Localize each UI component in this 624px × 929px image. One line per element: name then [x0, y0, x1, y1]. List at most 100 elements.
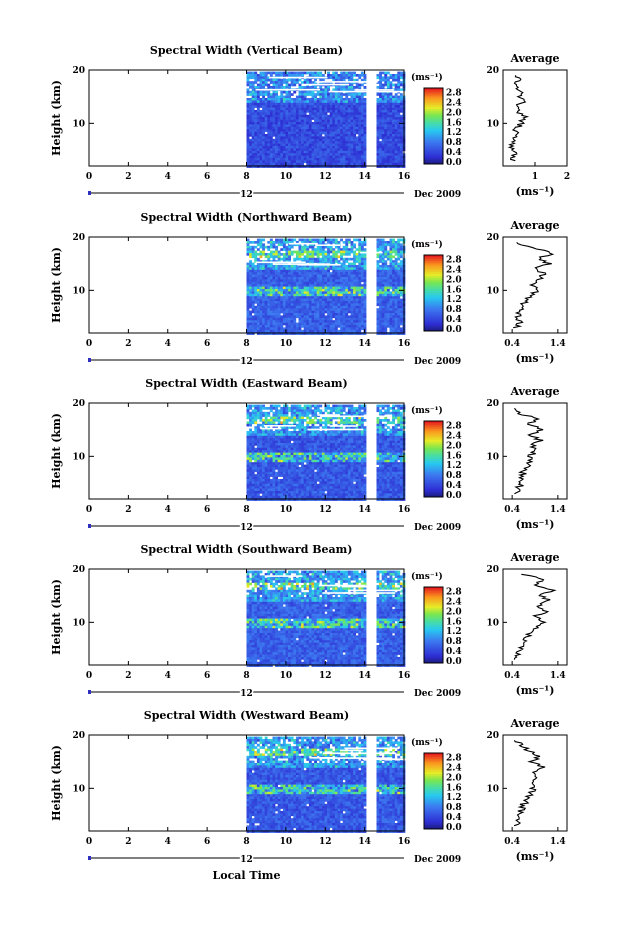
heatmap-cell	[285, 257, 289, 261]
heatmap-cell	[350, 243, 354, 247]
heatmap-cell	[399, 81, 403, 84]
heatmap-cell	[282, 100, 286, 104]
heatmap-cell	[376, 122, 380, 125]
heatmap-cell	[314, 269, 317, 273]
heatmap-cell	[269, 428, 273, 432]
heatmap-cell	[280, 143, 284, 147]
heatmap-cell	[379, 86, 382, 89]
heatmap-cell	[272, 267, 276, 271]
heatmap-cell	[324, 301, 328, 304]
heatmap-cell	[360, 110, 364, 113]
heatmap-cell	[262, 114, 265, 118]
heatmap-cell	[314, 100, 317, 104]
heatmap-cell	[262, 433, 265, 437]
heatmap-cell	[363, 124, 367, 128]
heatmap-cell	[246, 78, 250, 82]
heatmap-cell	[321, 255, 325, 259]
heatmap-cell	[282, 71, 286, 75]
heatmap-cell	[355, 325, 359, 328]
heatmap-cell	[355, 269, 359, 273]
heatmap-cell	[394, 158, 398, 161]
heatmap-cell	[314, 107, 317, 111]
heatmap-cell	[256, 162, 260, 166]
x-tick-label: 2	[125, 339, 131, 349]
heatmap-cell	[386, 165, 390, 168]
heatmap-cell	[324, 165, 328, 168]
heatmap-cell	[298, 98, 302, 101]
heatmap-cell	[332, 320, 336, 323]
heatmap-cell	[340, 248, 343, 251]
heatmap-cell	[249, 303, 252, 307]
heatmap-cell	[311, 325, 315, 328]
heatmap-cell	[337, 248, 341, 251]
heatmap-cell	[256, 129, 260, 132]
heatmap-cell	[397, 134, 401, 137]
heatmap-cell	[376, 81, 380, 84]
heatmap-cell	[399, 277, 403, 280]
heatmap-cell	[249, 329, 252, 333]
heatmap-cell	[384, 141, 388, 144]
heatmap-cell	[363, 107, 367, 111]
heatmap-cell	[340, 143, 343, 147]
heatmap-cell	[249, 443, 252, 446]
heatmap-cell	[288, 317, 291, 321]
heatmap-cell	[327, 305, 330, 309]
heatmap-cell	[262, 138, 265, 142]
heatmap-cell	[259, 486, 263, 489]
heatmap-cell	[386, 301, 390, 304]
heatmap-cell	[298, 322, 302, 326]
heatmap-cell	[306, 301, 310, 304]
heatmap-cell	[275, 110, 278, 113]
heatmap-cell	[308, 129, 312, 132]
heatmap-cell	[340, 86, 343, 89]
heatmap-cell	[275, 265, 278, 268]
heatmap-cell	[251, 457, 255, 461]
heatmap-cell	[308, 158, 312, 161]
heatmap-cell	[277, 493, 281, 497]
colorbar: 0.00.40.81.21.62.02.42.8	[423, 87, 462, 168]
heatmap-cell	[272, 471, 276, 475]
heatmap-cell	[342, 327, 346, 331]
heatmap-cell	[262, 112, 265, 116]
heatmap-cell	[264, 303, 268, 307]
heatmap-cell	[376, 153, 380, 156]
heatmap-cell	[308, 293, 312, 297]
heatmap-cell	[256, 443, 260, 446]
heatmap-cell	[303, 105, 307, 108]
heatmap-cell	[337, 119, 341, 123]
heatmap-cell	[288, 308, 291, 311]
heatmap-cell	[376, 291, 380, 295]
heatmap-cell	[280, 119, 284, 123]
heatmap-cell	[399, 148, 403, 152]
heatmap-cell	[246, 119, 250, 123]
heatmap-cell	[376, 289, 380, 292]
heatmap-cell	[267, 486, 271, 489]
heatmap-cell	[303, 286, 307, 290]
heatmap-cell	[376, 303, 380, 307]
heatmap-cell	[316, 241, 320, 244]
heatmap-cell	[376, 105, 380, 108]
heatmap-cell	[267, 329, 271, 333]
heatmap-cell	[324, 305, 328, 309]
heatmap-cell	[303, 148, 307, 152]
heatmap-cell	[342, 260, 346, 263]
heatmap-cell	[275, 443, 278, 446]
missing-data-streak	[269, 76, 328, 79]
heatmap-cell	[345, 277, 349, 280]
heatmap-cell	[264, 253, 268, 256]
heatmap-cell	[295, 112, 299, 116]
heatmap-cell	[316, 150, 320, 154]
heatmap-cell	[298, 90, 302, 94]
heatmap-cell	[275, 438, 278, 441]
heatmap-cell	[347, 301, 351, 304]
colorbar-step	[424, 321, 443, 324]
heatmap-cell	[267, 281, 271, 285]
heatmap-cell	[308, 131, 312, 135]
heatmap-cell	[288, 136, 291, 140]
heatmap-cell	[249, 310, 252, 314]
heatmap-cell	[256, 122, 260, 125]
heatmap-cell	[345, 119, 349, 123]
heatmap-cell	[280, 155, 284, 159]
heatmap-cell	[376, 332, 380, 335]
heatmap-cell	[259, 293, 263, 297]
